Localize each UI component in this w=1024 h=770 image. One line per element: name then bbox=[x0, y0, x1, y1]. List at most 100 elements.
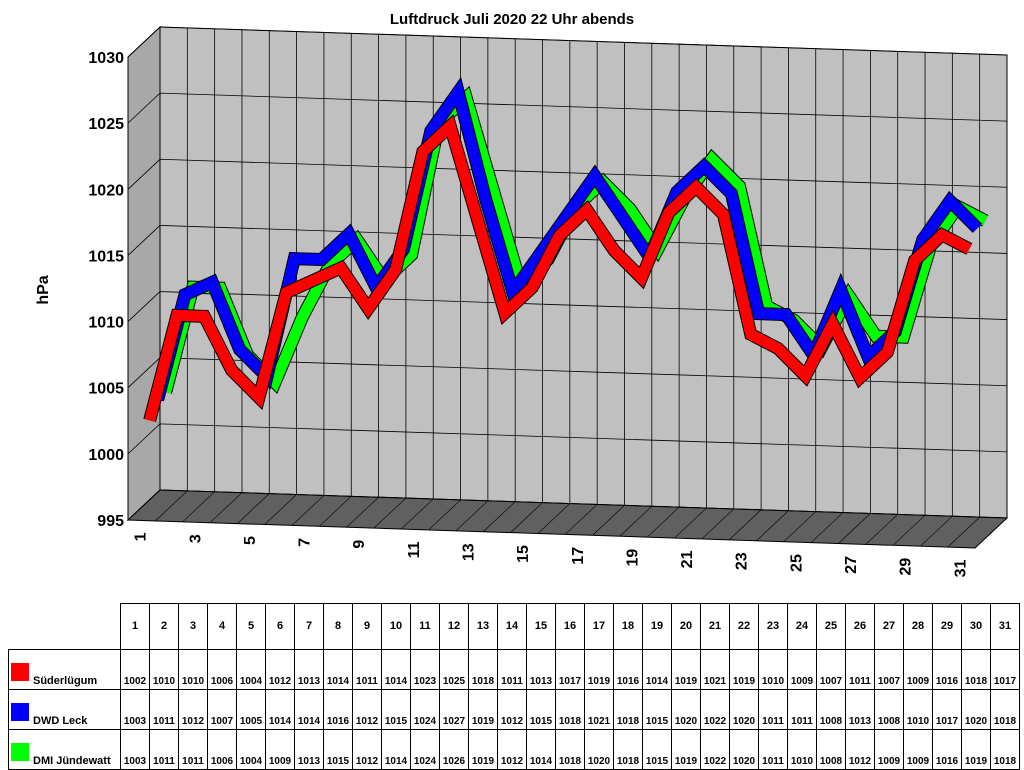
legend-swatch bbox=[11, 663, 29, 681]
x-tick-label: 7 bbox=[297, 538, 314, 547]
table-cell: 1011 bbox=[498, 650, 527, 690]
x-tick-label: 23 bbox=[734, 552, 751, 570]
y-tick-label: 1030 bbox=[88, 50, 124, 67]
column-header: 25 bbox=[817, 604, 846, 650]
table-cell: 1020 bbox=[585, 730, 614, 770]
column-header: 14 bbox=[498, 604, 527, 650]
table-cell: 1017 bbox=[991, 650, 1020, 690]
table-cell: 1018 bbox=[962, 650, 991, 690]
table-cell: 1026 bbox=[440, 730, 469, 770]
table-cell: 1019 bbox=[469, 690, 498, 730]
x-tick-label: 29 bbox=[898, 558, 915, 576]
column-header: 6 bbox=[266, 604, 295, 650]
table-cell: 1013 bbox=[295, 650, 324, 690]
table-cell: 1025 bbox=[440, 650, 469, 690]
table-cell: 1010 bbox=[788, 730, 817, 770]
x-tick-label: 27 bbox=[843, 556, 860, 574]
column-header: 1 bbox=[121, 604, 150, 650]
legend-swatch bbox=[11, 703, 29, 721]
table-cell: 1016 bbox=[933, 650, 962, 690]
legend-label: Süderlügum bbox=[33, 675, 97, 687]
column-header: 16 bbox=[556, 604, 585, 650]
table-cell: 1004 bbox=[237, 730, 266, 770]
x-tick-label: 5 bbox=[242, 536, 259, 545]
table-cell: 1014 bbox=[266, 690, 295, 730]
column-header: 9 bbox=[353, 604, 382, 650]
table-cell: 1013 bbox=[295, 730, 324, 770]
x-tick-label: 25 bbox=[788, 554, 805, 572]
table-cell: 1021 bbox=[701, 650, 730, 690]
column-header: 30 bbox=[962, 604, 991, 650]
column-header: 31 bbox=[991, 604, 1020, 650]
y-tick-label: 1015 bbox=[88, 248, 124, 265]
table-cell: 1016 bbox=[933, 730, 962, 770]
table-cell: 1014 bbox=[643, 650, 672, 690]
x-tick-label: 17 bbox=[570, 547, 587, 565]
table-cell: 1011 bbox=[150, 730, 179, 770]
table-cell: 1009 bbox=[788, 650, 817, 690]
table-cell: 1014 bbox=[527, 730, 556, 770]
table-cell: 1011 bbox=[759, 690, 788, 730]
table-cell: 1006 bbox=[208, 730, 237, 770]
y-tick-label: 1005 bbox=[88, 381, 124, 398]
table-cell: 1023 bbox=[411, 650, 440, 690]
column-header: 13 bbox=[469, 604, 498, 650]
column-header: 21 bbox=[701, 604, 730, 650]
table-cell: 1010 bbox=[150, 650, 179, 690]
x-tick-label: 13 bbox=[461, 543, 478, 561]
table-cell: 1019 bbox=[730, 650, 759, 690]
table-cell: 1012 bbox=[498, 730, 527, 770]
table-cell: 1016 bbox=[614, 650, 643, 690]
table-cell: 1018 bbox=[556, 690, 585, 730]
column-header: 12 bbox=[440, 604, 469, 650]
x-tick-label: 3 bbox=[187, 534, 204, 543]
table-cell: 1011 bbox=[788, 690, 817, 730]
table-cell: 1010 bbox=[904, 690, 933, 730]
table-cell: 1015 bbox=[643, 690, 672, 730]
table-cell: 1021 bbox=[585, 690, 614, 730]
x-tick-label: 21 bbox=[679, 550, 696, 568]
table-cell: 1024 bbox=[411, 730, 440, 770]
table-cell: 1011 bbox=[179, 730, 208, 770]
table-cell: 1019 bbox=[962, 730, 991, 770]
table-cell: 1017 bbox=[556, 650, 585, 690]
table-cell: 1020 bbox=[730, 730, 759, 770]
y-tick-label: 1025 bbox=[88, 116, 124, 133]
table-cell: 1022 bbox=[701, 690, 730, 730]
legend-swatch bbox=[11, 743, 29, 761]
column-header: 27 bbox=[875, 604, 904, 650]
table-cell: 1015 bbox=[382, 690, 411, 730]
table-cell: 1018 bbox=[991, 730, 1020, 770]
table-cell: 1027 bbox=[440, 690, 469, 730]
table-cell: 1010 bbox=[179, 650, 208, 690]
table-cell: 1009 bbox=[875, 730, 904, 770]
table-cell: 1012 bbox=[266, 650, 295, 690]
column-header: 3 bbox=[179, 604, 208, 650]
table-cell: 1012 bbox=[353, 730, 382, 770]
table-cell: 1007 bbox=[817, 650, 846, 690]
table-cell: 1005 bbox=[237, 690, 266, 730]
table-cell: 1020 bbox=[672, 690, 701, 730]
table-cell: 1003 bbox=[121, 730, 150, 770]
table-cell: 1009 bbox=[904, 650, 933, 690]
y-tick-label: 1000 bbox=[88, 447, 124, 464]
table-cell: 1008 bbox=[817, 730, 846, 770]
column-header: 11 bbox=[411, 604, 440, 650]
table-cell: 1015 bbox=[643, 730, 672, 770]
column-header: 19 bbox=[643, 604, 672, 650]
table-cell: 1015 bbox=[324, 730, 353, 770]
table-cell: 1011 bbox=[353, 650, 382, 690]
column-header: 5 bbox=[237, 604, 266, 650]
table-cell: 1012 bbox=[179, 690, 208, 730]
table-cell: 1009 bbox=[904, 730, 933, 770]
table-cell: 1011 bbox=[846, 650, 875, 690]
table-cell: 1018 bbox=[991, 690, 1020, 730]
column-header: 4 bbox=[208, 604, 237, 650]
table-cell: 1022 bbox=[701, 730, 730, 770]
table-cell: 1024 bbox=[411, 690, 440, 730]
x-tick-label: 19 bbox=[624, 549, 641, 567]
table-cell: 1020 bbox=[962, 690, 991, 730]
